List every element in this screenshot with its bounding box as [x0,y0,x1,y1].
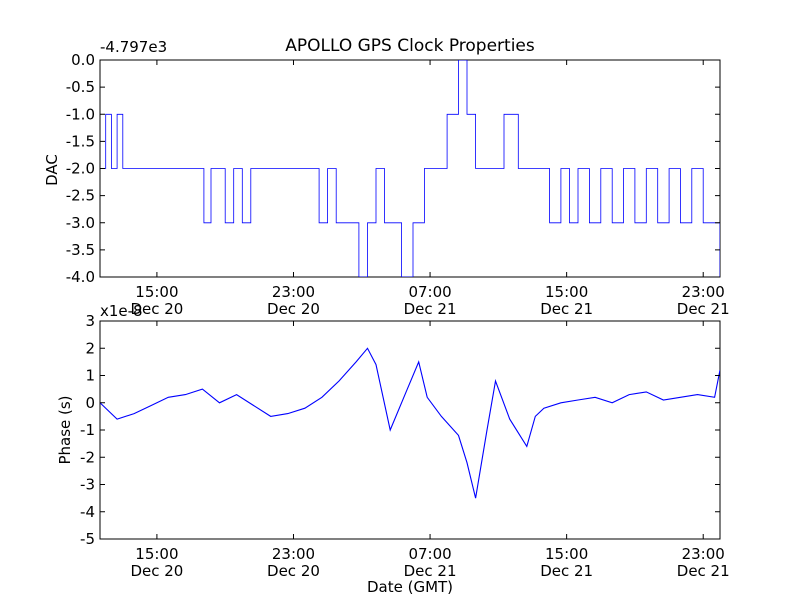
phase-offset-label: x1e-8 [100,302,143,320]
phase-x-tick-time: 07:00 [408,545,451,563]
phase-y-axis-label: Phase (s) [56,395,74,464]
phase-x-tick-time: 15:00 [545,545,588,563]
dac-y-tick-label: -3.5 [66,241,95,259]
dac-x-tick-date: Dec 20 [267,300,320,318]
phase-x-tick-time: 23:00 [272,545,315,563]
phase-x-tick-date: Dec 21 [677,562,730,580]
phase-series-line [100,347,720,499]
dac-x-tick-date: Dec 21 [677,300,730,318]
dac-y-tick-label: -4.0 [66,268,95,286]
dac-y-ticks: 0.0 -0.5 -1.0 -1.5 -2.0 -2.5 -3.0 -3.5 -4.0 [66,51,720,286]
dac-x-tick-time: 23:00 [682,283,725,301]
phase-y-ticks: 3 2 1 0 -1 -2 -3 -4 -5 [80,312,720,548]
dac-x-tick-time: 15:00 [545,283,588,301]
phase-y-tick-label: 3 [85,312,95,330]
dac-y-tick-label: -2.0 [66,160,95,178]
phase-x-tick-date: Dec 20 [267,562,320,580]
phase-y-tick-label: 2 [85,339,95,357]
phase-series-group [100,347,720,499]
dac-series-group [100,60,720,277]
phase-x-tick-time: 23:00 [682,545,725,563]
dac-x-tick-date: Dec 21 [540,300,593,318]
phase-y-tick-label: -5 [80,530,95,548]
dac-y-tick-label: -3.0 [66,214,95,232]
figure-title: APOLLO GPS Clock Properties [285,36,535,56]
dac-y-tick-label: -1.0 [66,105,95,123]
dac-y-tick-label: -2.5 [66,187,95,205]
dac-y-tick-label: -0.5 [66,78,95,96]
phase-y-tick-label: -2 [80,448,95,466]
dac-x-tick-time: 07:00 [408,283,451,301]
dac-x-tick-date: Dec 21 [404,300,457,318]
dac-y-axis-label: DAC [43,154,61,186]
phase-x-tick-date: Dec 21 [404,562,457,580]
dac-y-tick-label: -1.5 [66,132,95,150]
phase-y-tick-label: -3 [80,476,95,494]
phase-x-tick-date: Dec 20 [130,562,183,580]
dac-x-tick-time: 15:00 [135,283,178,301]
dac-x-tick-date: Dec 20 [130,300,183,318]
phase-x-tick-date: Dec 21 [540,562,593,580]
phase-y-tick-label: -4 [80,503,95,521]
dac-offset-label: -4.797e3 [100,38,167,56]
phase-y-tick-label: -1 [80,421,95,439]
phase-x-tick-time: 15:00 [135,545,178,563]
phase-x-axis-label: Date (GMT) [367,578,453,596]
dac-y-tick-label: 0.0 [71,51,95,69]
dac-x-tick-time: 23:00 [272,283,315,301]
phase-y-tick-label: 0 [85,394,95,412]
dac-series-line [100,60,720,277]
dac-plot: 0.0 -0.5 -1.0 -1.5 -2.0 -2.5 -3.0 -3.5 -4.0 15:0… [43,38,730,318]
phase-y-tick-label: 1 [85,367,95,385]
